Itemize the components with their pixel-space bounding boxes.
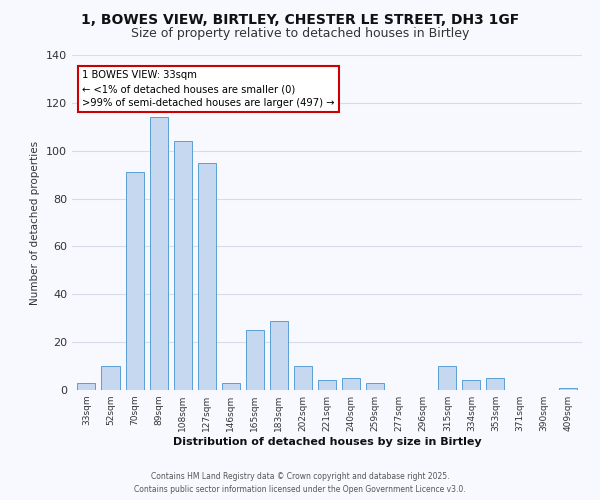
Bar (222, 383, 240, 390)
Bar (125, 172, 143, 390)
Bar (463, 380, 481, 390)
Bar (173, 141, 191, 390)
Bar (318, 380, 336, 390)
Text: 1 BOWES VIEW: 33sqm
← <1% of detached houses are smaller (0)
>99% of semi-detach: 1 BOWES VIEW: 33sqm ← <1% of detached ho… (82, 70, 335, 108)
Bar (342, 378, 360, 390)
Bar (487, 378, 505, 390)
Bar (149, 117, 167, 390)
Text: 1, BOWES VIEW, BIRTLEY, CHESTER LE STREET, DH3 1GF: 1, BOWES VIEW, BIRTLEY, CHESTER LE STREE… (81, 12, 519, 26)
Bar (294, 366, 312, 390)
Bar (77, 383, 95, 390)
Bar (366, 383, 384, 390)
Bar (101, 366, 119, 390)
Text: Contains HM Land Registry data © Crown copyright and database right 2025.
Contai: Contains HM Land Registry data © Crown c… (134, 472, 466, 494)
Bar (270, 320, 288, 390)
X-axis label: Distribution of detached houses by size in Birtley: Distribution of detached houses by size … (173, 437, 481, 447)
Bar (559, 388, 577, 390)
Bar (246, 330, 264, 390)
Y-axis label: Number of detached properties: Number of detached properties (31, 140, 40, 304)
Bar (438, 366, 457, 390)
Bar (197, 162, 216, 390)
Text: Size of property relative to detached houses in Birtley: Size of property relative to detached ho… (131, 28, 469, 40)
